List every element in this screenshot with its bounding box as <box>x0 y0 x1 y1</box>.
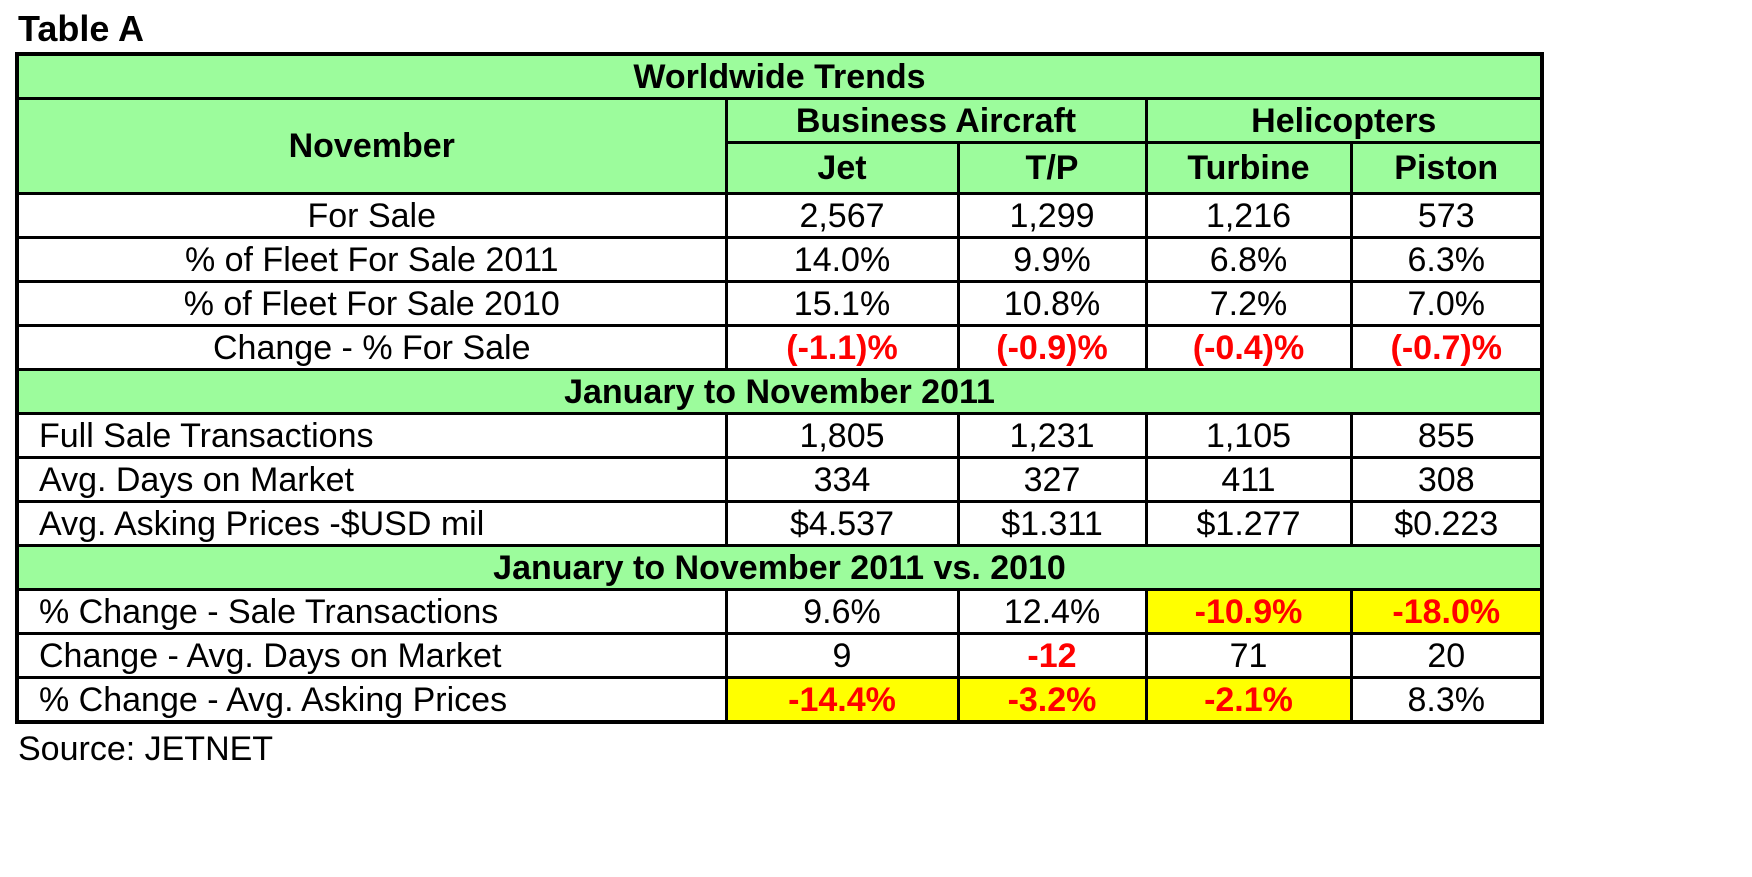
table-row: Avg. Days on Market 334 327 411 308 <box>15 456 1544 503</box>
cell-value: 1,805 <box>724 412 960 459</box>
row-label: % of Fleet For Sale 2010 <box>15 280 728 327</box>
cell-value: 855 <box>1349 412 1544 459</box>
cell-value: 14.0% <box>724 236 960 283</box>
table-row: % Change - Sale Transactions 9.6% 12.4% … <box>15 588 1544 635</box>
source-note: Source: JETNET <box>18 730 274 768</box>
row-label: % of Fleet For Sale 2011 <box>15 236 728 283</box>
cell-value-highlighted: -14.4% <box>724 676 960 724</box>
cell-value: $1.277 <box>1144 500 1353 547</box>
table-row: Full Sale Transactions 1,805 1,231 1,105… <box>15 412 1544 459</box>
cell-value: 7.2% <box>1144 280 1353 327</box>
column-header: Jet <box>724 141 960 195</box>
cell-value-highlighted: -10.9% <box>1144 588 1353 635</box>
row-label: % Change - Avg. Asking Prices <box>15 676 728 724</box>
cell-value: 573 <box>1349 192 1544 239</box>
cell-value: 1,299 <box>956 192 1148 239</box>
table-row: Change - % For Sale (-1.1)% (-0.9)% (-0.… <box>15 324 1544 371</box>
row-label: For Sale <box>15 192 728 239</box>
cell-value: 327 <box>956 456 1148 503</box>
cell-value: $1.311 <box>956 500 1148 547</box>
cell-value-negative: (-0.7)% <box>1349 324 1544 371</box>
row-label: Change - Avg. Days on Market <box>15 632 728 679</box>
column-header: Turbine <box>1144 141 1353 195</box>
cell-value: 1,105 <box>1144 412 1353 459</box>
group-helicopters: Helicopters <box>1144 97 1544 144</box>
group-business-aircraft: Business Aircraft <box>724 97 1148 144</box>
section-header-2011: January to November 2011 <box>15 368 1544 415</box>
cell-value: $0.223 <box>1349 500 1544 547</box>
cell-value-negative: (-0.9)% <box>956 324 1148 371</box>
cell-value: 9 <box>724 632 960 679</box>
table-row: % of Fleet For Sale 2011 14.0% 9.9% 6.8%… <box>15 236 1544 283</box>
cell-value-highlighted: -3.2% <box>956 676 1148 724</box>
table-row: % of Fleet For Sale 2010 15.1% 10.8% 7.2… <box>15 280 1544 327</box>
cell-value: 1,216 <box>1144 192 1353 239</box>
table-row: % Change - Avg. Asking Prices -14.4% -3.… <box>15 676 1544 724</box>
cell-value: 6.3% <box>1349 236 1544 283</box>
cell-value: 9.6% <box>724 588 960 635</box>
table-row: Avg. Asking Prices -$USD mil $4.537 $1.3… <box>15 500 1544 547</box>
cell-value: 71 <box>1144 632 1353 679</box>
row-label: Full Sale Transactions <box>15 412 728 459</box>
cell-value-highlighted: -2.1% <box>1144 676 1353 724</box>
cell-value: 2,567 <box>724 192 960 239</box>
section-header-2011-vs-2010: January to November 2011 vs. 2010 <box>15 544 1544 591</box>
cell-value-negative: (-1.1)% <box>724 324 960 371</box>
cell-value: 20 <box>1349 632 1544 679</box>
row-label: % Change - Sale Transactions <box>15 588 728 635</box>
cell-value: 7.0% <box>1349 280 1544 327</box>
main-header: Worldwide Trends <box>15 52 1544 100</box>
cell-value: $4.537 <box>724 500 960 547</box>
cell-value-negative: -12 <box>956 632 1148 679</box>
cell-value: 15.1% <box>724 280 960 327</box>
table-row: Change - Avg. Days on Market 9 -12 71 20 <box>15 632 1544 679</box>
table-title: Table A <box>18 8 145 49</box>
cell-value: 334 <box>724 456 960 503</box>
cell-value: 6.8% <box>1144 236 1353 283</box>
cell-value-negative: (-0.4)% <box>1144 324 1353 371</box>
worldwide-trends-table: Worldwide Trends November Business Aircr… <box>15 52 1545 724</box>
cell-value: 12.4% <box>956 588 1148 635</box>
row-label: Avg. Days on Market <box>15 456 728 503</box>
cell-value: 411 <box>1144 456 1353 503</box>
cell-value: 8.3% <box>1349 676 1544 724</box>
column-header: Piston <box>1349 141 1544 195</box>
cell-value: 1,231 <box>956 412 1148 459</box>
cell-value-highlighted: -18.0% <box>1349 588 1544 635</box>
row-label: Avg. Asking Prices -$USD mil <box>15 500 728 547</box>
row-label: Change - % For Sale <box>15 324 728 371</box>
cell-value: 10.8% <box>956 280 1148 327</box>
cell-value: 308 <box>1349 456 1544 503</box>
table-row: For Sale 2,567 1,299 1,216 573 <box>15 192 1544 239</box>
cell-value: 9.9% <box>956 236 1148 283</box>
column-header: T/P <box>956 141 1148 195</box>
row-header-november: November <box>15 97 728 195</box>
